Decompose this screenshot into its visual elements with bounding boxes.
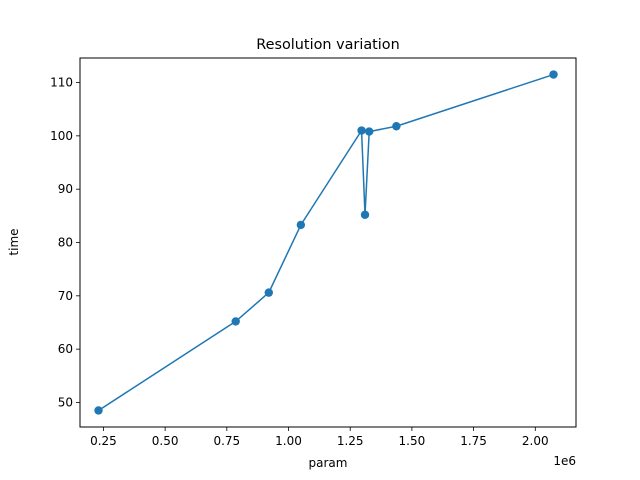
x-tick-label: 0.25	[90, 434, 117, 448]
x-tick-label: 2.00	[522, 434, 549, 448]
y-tick-label: 70	[58, 289, 73, 303]
x-tick-label: 1.25	[337, 434, 364, 448]
data-point	[365, 127, 374, 136]
x-axis-offset-label: 1e6	[553, 454, 576, 468]
data-point	[231, 317, 240, 326]
y-tick-label: 80	[58, 236, 73, 250]
y-tick-label: 100	[50, 129, 73, 143]
y-tick-label: 110	[50, 76, 73, 90]
y-tick-label: 90	[58, 182, 73, 196]
y-axis-label: time	[7, 228, 21, 255]
x-tick-label: 1.00	[275, 434, 302, 448]
chart-title: Resolution variation	[256, 37, 399, 53]
y-tick-label: 60	[58, 342, 73, 356]
x-tick-label: 0.50	[152, 434, 179, 448]
x-axis-label: param	[309, 456, 348, 470]
x-tick-label: 1.75	[460, 434, 487, 448]
x-tick-label: 0.75	[213, 434, 240, 448]
data-point	[549, 70, 558, 79]
x-tick-label: 1.50	[399, 434, 426, 448]
data-point	[357, 126, 366, 135]
y-tick-label: 50	[58, 395, 73, 409]
data-point	[296, 220, 306, 230]
data-point	[94, 406, 103, 415]
data-point	[360, 210, 370, 219]
data-point	[392, 122, 401, 131]
data-point	[264, 288, 273, 297]
